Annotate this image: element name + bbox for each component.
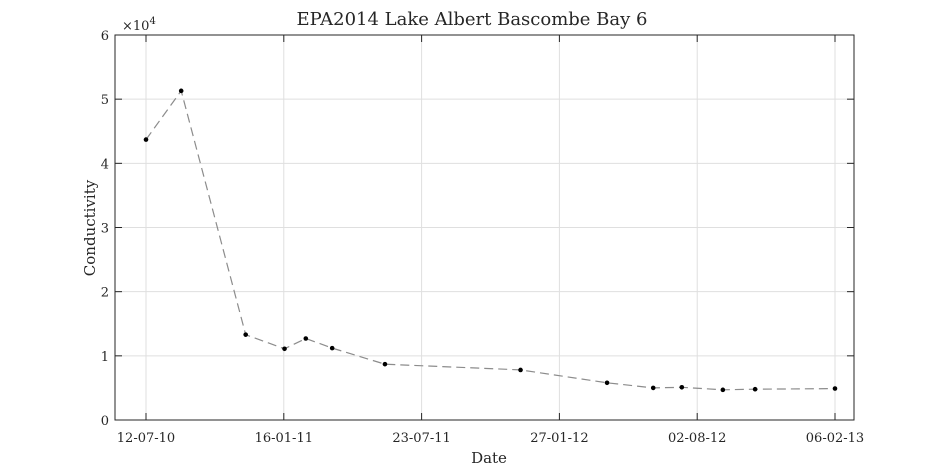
y-tick-labels: 0 1 2 3 4 5 6 [101,29,109,429]
y-exponent-base: ×10 [122,19,149,34]
y-tick-label: 3 [101,222,109,237]
y-tick-label: 2 [101,286,109,301]
data-point [282,346,287,352]
y-tick-label: 5 [101,93,109,108]
x-tick-label: 27-01-12 [530,431,588,446]
data-point [832,386,838,391]
x-tick-label: 23-07-11 [392,431,450,446]
y-exponent-power: 4 [149,16,155,27]
data-point [143,137,149,142]
chart-title: EPA2014 Lake Albert Bascombe Bay 6 [297,9,648,30]
data-point [720,387,726,393]
data-point [604,380,610,386]
series [143,88,838,393]
data-point [650,385,656,391]
x-tick-label: 02-08-12 [668,431,726,446]
data-point [518,367,523,373]
data-point [303,336,309,341]
x-tick-label: 12-07-10 [117,431,175,446]
x-tick-labels: 12-07-10 16-01-11 23-07-11 27-01-12 02-08-12… [117,431,864,446]
y-axis-label: Conductivity [81,179,99,276]
grid [115,35,854,420]
y-tick-label: 6 [101,29,109,44]
y-exponent-label: ×104 [122,16,156,34]
data-point [679,384,685,390]
series-line [145,89,836,391]
data-point [329,345,335,351]
y-tick-label: 1 [101,350,109,365]
y-tick-label: 0 [101,414,109,429]
y-tick-label: 4 [101,157,109,172]
x-tick-label: 06-02-13 [806,431,864,446]
data-point [243,332,248,337]
x-axis-label: Date [471,449,507,467]
data-point [752,386,758,392]
data-point [178,88,184,94]
x-tick-label: 16-01-11 [255,431,313,446]
data-point [382,361,388,367]
axis-ticks [115,34,854,421]
